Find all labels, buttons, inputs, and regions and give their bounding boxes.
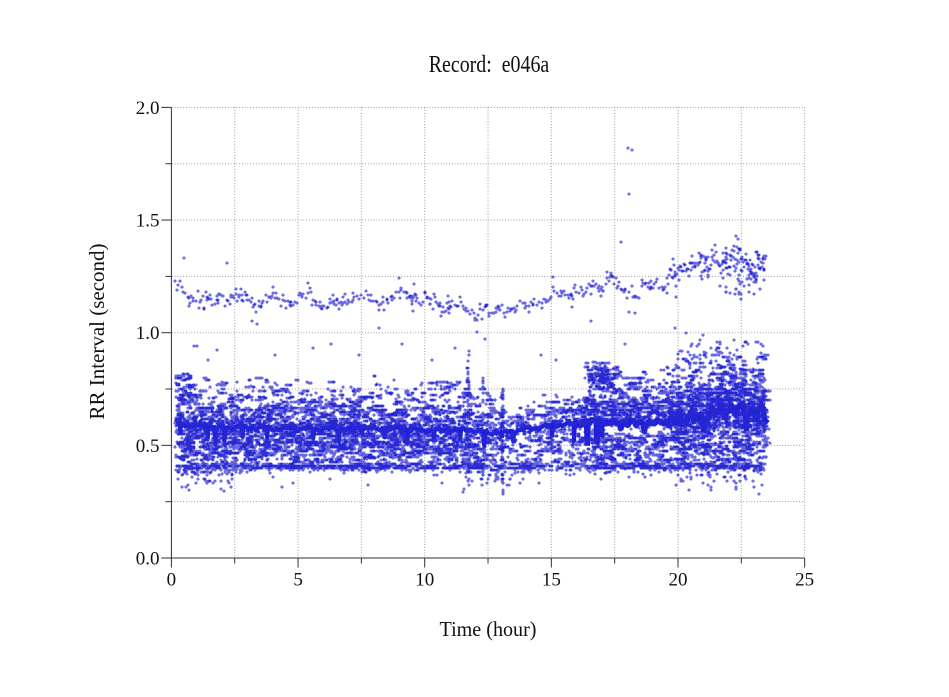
svg-text:25: 25 bbox=[795, 570, 814, 591]
svg-text:0: 0 bbox=[167, 570, 177, 591]
svg-text:0.0: 0.0 bbox=[136, 548, 160, 569]
svg-text:Time (hour): Time (hour) bbox=[440, 617, 537, 641]
svg-text:10: 10 bbox=[415, 570, 434, 591]
svg-text:5: 5 bbox=[293, 570, 303, 591]
svg-text:1.5: 1.5 bbox=[136, 210, 160, 231]
svg-text:2.0: 2.0 bbox=[136, 98, 160, 119]
svg-text:1.0: 1.0 bbox=[136, 323, 160, 344]
svg-text:20: 20 bbox=[669, 570, 688, 591]
svg-text:15: 15 bbox=[542, 570, 561, 591]
svg-text:Record: e046a: Record: e046a bbox=[429, 52, 550, 78]
svg-text:RR Interval (second): RR Interval (second) bbox=[85, 243, 109, 419]
svg-text:0.5: 0.5 bbox=[136, 436, 160, 457]
